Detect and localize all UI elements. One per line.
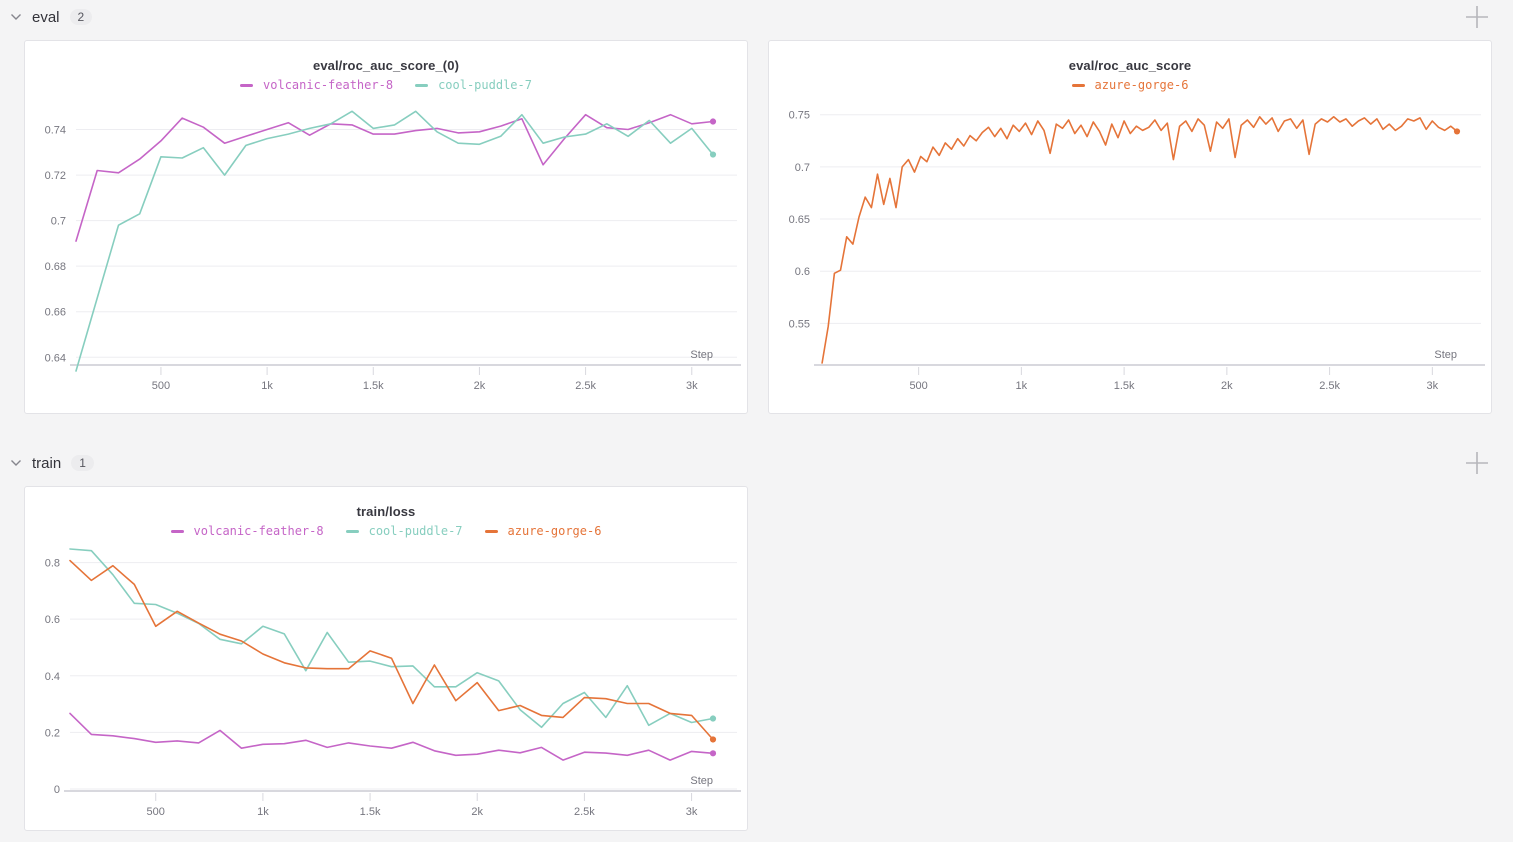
chart-legend: volcanic-feather-8 cool-puddle-7 azure-gor… xyxy=(25,524,747,538)
line-chart-canvas[interactable]: 0.55 0.6 0.65 0.7 0.75 500 1k 1.5k 2k 2.5k 3k Step xyxy=(769,93,1491,413)
plus-icon xyxy=(1466,452,1488,474)
x-axis-tick-label: 1k xyxy=(261,380,273,392)
x-axis-tick-label: 3k xyxy=(686,380,698,392)
series-end-dot-cool-puddle-7 xyxy=(709,151,717,158)
chart-legend: azure-gorge-6 xyxy=(769,78,1491,92)
legend-swatch xyxy=(345,529,359,533)
series-line-azure-gorge-6 xyxy=(821,115,1458,364)
section-header-eval: eval 2 xyxy=(6,2,1492,32)
x-axis-tick-label: 500 xyxy=(147,806,165,818)
series-line-cool-puddle-7 xyxy=(75,110,714,372)
series-line-volcanic-feather-8 xyxy=(75,113,714,242)
chart-panel-roc-auc-score-0[interactable]: eval/roc_auc_score_(0) volcanic-feather-… xyxy=(24,40,748,414)
y-axis-tick-label: 0 xyxy=(54,784,60,796)
legend-run-name: cool-puddle-7 xyxy=(368,524,463,538)
line-chart-canvas[interactable]: 0 0.2 0.4 0.6 0.8 500 1k 1.5k 2k 2.5k 3k Step xyxy=(25,539,747,830)
series-end-dot-volcanic-feather-8 xyxy=(709,750,717,757)
section-title: train xyxy=(32,454,62,472)
series-end-dot-azure-gorge-6 xyxy=(709,736,717,743)
chart-legend: volcanic-feather-8 cool-puddle-7 xyxy=(25,78,747,92)
plus-icon xyxy=(1466,6,1488,28)
chart-panel-train-loss[interactable]: train/loss volcanic-feather-8 cool-puddle… xyxy=(24,486,748,831)
legend-swatch xyxy=(415,83,429,87)
series-end-dot-volcanic-feather-8 xyxy=(709,118,717,125)
legend-item-azure-gorge-6[interactable]: azure-gorge-6 xyxy=(1071,78,1189,92)
section-eval: eval 2 eval/roc_auc_score_(0) volcanic-f… xyxy=(11,2,1492,414)
legend-run-name: azure-gorge-6 xyxy=(1094,78,1189,92)
series-line-volcanic-feather-8 xyxy=(69,712,714,761)
x-axis-tick-label: 2k xyxy=(474,380,486,392)
x-axis-tick-label: 500 xyxy=(909,380,927,392)
legend-item-volcanic-feather-8[interactable]: volcanic-feather-8 xyxy=(170,524,324,538)
legend-run-name: cool-puddle-7 xyxy=(438,78,532,92)
section-header-train: train 1 xyxy=(6,448,1492,478)
y-axis-tick-label: 0.68 xyxy=(45,261,66,273)
x-axis-tick-label: 1k xyxy=(257,806,269,818)
series-line-azure-gorge-6 xyxy=(69,559,714,741)
y-axis-tick-label: 0.72 xyxy=(45,170,66,182)
section-count-badge: 1 xyxy=(71,455,94,471)
x-axis-tick-label: 1.5k xyxy=(1114,380,1135,392)
y-axis-tick-label: 0.6 xyxy=(45,614,60,626)
legend-item-cool-puddle-7[interactable]: cool-puddle-7 xyxy=(415,78,532,92)
x-axis-tick-label: 2.5k xyxy=(575,380,596,392)
chart-title: eval/roc_auc_score xyxy=(1068,58,1192,73)
panel-row-eval: eval/roc_auc_score_(0) volcanic-feather-… xyxy=(24,40,1492,414)
legend-swatch xyxy=(1071,83,1085,87)
y-axis-tick-label: 0.65 xyxy=(789,214,810,226)
legend-item-azure-gorge-6[interactable]: azure-gorge-6 xyxy=(484,524,602,538)
section-title: eval xyxy=(32,8,60,26)
x-axis-tick-label: 2k xyxy=(471,806,483,818)
y-axis-tick-label: 0.66 xyxy=(45,307,66,319)
series-end-dot-cool-puddle-7 xyxy=(709,715,717,722)
legend-swatch xyxy=(240,83,254,87)
x-axis-tick-label: 500 xyxy=(152,380,170,392)
x-axis-title: Step xyxy=(690,349,713,361)
legend-swatch xyxy=(484,529,498,533)
x-axis-tick-label: 2.5k xyxy=(574,806,595,818)
chevron-down-icon[interactable] xyxy=(6,11,26,23)
legend-run-name: volcanic-feather-8 xyxy=(193,524,324,538)
legend-run-name: volcanic-feather-8 xyxy=(263,78,394,92)
chevron-down-icon[interactable] xyxy=(6,457,26,469)
add-panel-button[interactable] xyxy=(1462,448,1492,478)
legend-item-volcanic-feather-8[interactable]: volcanic-feather-8 xyxy=(240,78,393,92)
panel-row-train: train/loss volcanic-feather-8 cool-puddle… xyxy=(24,486,1492,831)
y-axis-tick-label: 0.4 xyxy=(45,671,60,683)
chart-title: eval/roc_auc_score_(0) xyxy=(312,58,459,73)
y-axis-tick-label: 0.6 xyxy=(795,266,810,278)
series-end-dot-azure-gorge-6 xyxy=(1453,128,1461,135)
x-axis-tick-label: 3k xyxy=(686,806,698,818)
x-axis-tick-label: 1.5k xyxy=(360,806,381,818)
x-axis-tick-label: 1k xyxy=(1016,380,1028,392)
x-axis-title: Step xyxy=(1434,349,1457,361)
y-axis-tick-label: 0.7 xyxy=(51,216,66,228)
y-axis-tick-label: 0.7 xyxy=(795,162,810,174)
x-axis-tick-label: 1.5k xyxy=(363,380,384,392)
x-axis-tick-label: 2k xyxy=(1221,380,1233,392)
legend-swatch xyxy=(170,529,184,533)
x-axis-title: Step xyxy=(690,775,713,787)
y-axis-tick-label: 0.64 xyxy=(45,352,66,364)
line-chart-canvas[interactable]: 0.64 0.66 0.68 0.7 0.72 0.74 500 1k 1.5k 2k 2.5k 3k… xyxy=(25,93,747,413)
section-train: train 1 train/loss volcanic-feather-8 coo… xyxy=(11,448,1492,831)
chart-panel-roc-auc-score[interactable]: eval/roc_auc_score azure-gorge-6 0.55 0.6… xyxy=(768,40,1492,414)
x-axis-tick-label: 2.5k xyxy=(1319,380,1340,392)
y-axis-tick-label: 0.75 xyxy=(789,110,810,122)
y-axis-tick-label: 0.55 xyxy=(789,318,810,330)
add-panel-button[interactable] xyxy=(1462,2,1492,32)
chart-title: train/loss xyxy=(356,504,416,519)
x-axis-tick-label: 3k xyxy=(1427,380,1439,392)
legend-item-cool-puddle-7[interactable]: cool-puddle-7 xyxy=(345,524,463,538)
series-line-cool-puddle-7 xyxy=(69,548,714,729)
section-count-badge: 2 xyxy=(69,9,93,25)
y-axis-tick-label: 0.8 xyxy=(45,558,60,570)
y-axis-tick-label: 0.2 xyxy=(45,727,60,739)
y-axis-tick-label: 0.74 xyxy=(45,125,66,137)
legend-run-name: azure-gorge-6 xyxy=(507,524,602,538)
